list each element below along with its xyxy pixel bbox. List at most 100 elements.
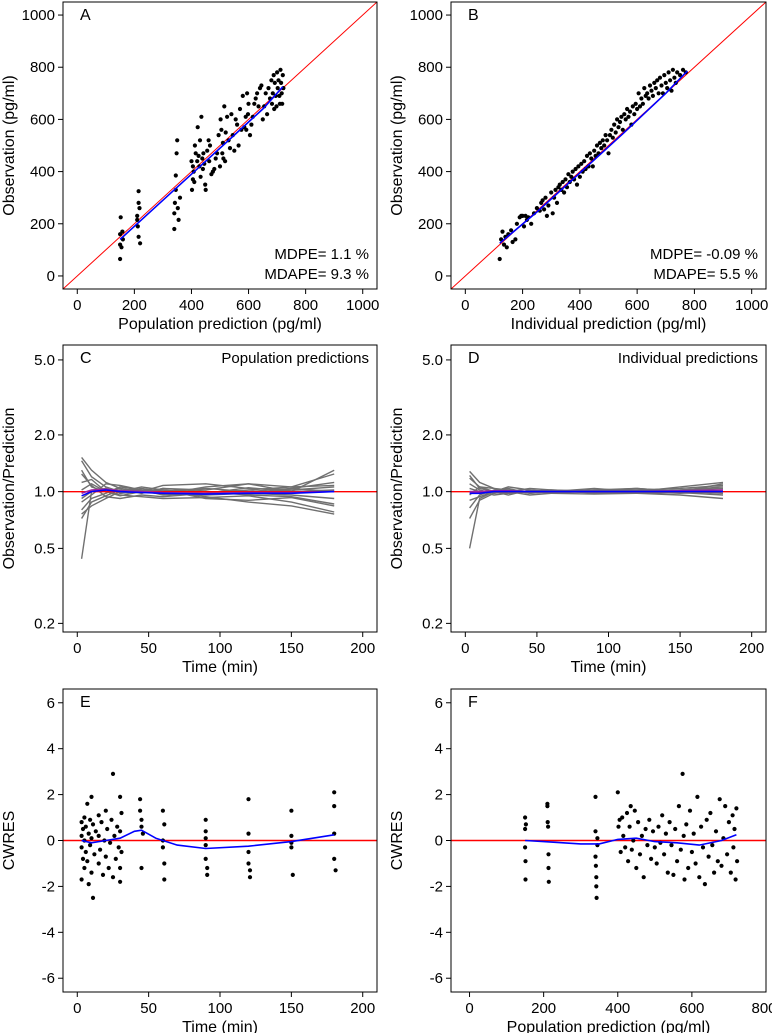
panel-frame — [62, 1, 378, 290]
smooth-line — [499, 70, 688, 244]
data-point — [139, 865, 144, 871]
y-axis-title: Observation/Prediction — [1, 408, 18, 570]
data-point — [626, 114, 631, 119]
data-point — [647, 83, 653, 88]
data-point — [201, 151, 206, 156]
y-tick-label: 0.5 — [34, 540, 55, 557]
data-point — [681, 833, 686, 839]
data-point — [110, 875, 116, 880]
y-tick-label: 200 — [418, 216, 443, 233]
data-point — [669, 843, 674, 848]
x-tick-label: 0 — [461, 640, 469, 657]
data-point — [660, 813, 665, 818]
data-point — [543, 195, 548, 200]
panel-e: 0 50 100 150 200 -6 -4 -2 0 2 4 6 Time (min) CWRES E — [1, 688, 378, 1033]
profile-line-s9 — [469, 486, 724, 496]
data-point — [118, 829, 123, 834]
y-tick-label: -6 — [430, 970, 443, 987]
y-tick-label: 1.0 — [422, 484, 443, 501]
data-point — [500, 229, 505, 234]
x-axis-title: Population prediction (pg/ml) — [507, 1019, 711, 1033]
x-tick-label: 200 — [531, 1000, 556, 1017]
data-point — [593, 863, 599, 868]
panel-frame — [450, 1, 767, 290]
data-point — [600, 138, 605, 143]
data-point — [520, 213, 525, 218]
data-point — [227, 146, 233, 151]
data-point — [253, 96, 258, 101]
data-point — [216, 133, 221, 138]
data-point — [162, 861, 167, 866]
data-point — [584, 153, 590, 158]
data-point — [726, 820, 732, 825]
data-point — [173, 173, 178, 178]
data-point — [195, 125, 200, 130]
data-point — [193, 151, 198, 156]
data-point — [570, 169, 575, 174]
data-point — [615, 117, 620, 122]
data-point — [137, 206, 142, 211]
data-point — [678, 847, 683, 852]
data-point — [270, 91, 275, 96]
y-tick-label: 2.0 — [422, 427, 443, 444]
data-point — [635, 106, 640, 112]
data-point — [675, 70, 680, 75]
data-point — [569, 174, 574, 179]
y-axis-title: Observation (pg/ml) — [1, 75, 18, 216]
data-point — [92, 852, 97, 857]
data-point — [708, 810, 713, 816]
data-point — [497, 256, 502, 262]
data-point — [222, 104, 227, 109]
y-axis-title: Observation (pg/ml) — [389, 75, 406, 216]
data-point — [654, 861, 659, 866]
data-point — [582, 159, 587, 164]
data-point — [118, 865, 123, 871]
x-tick-label: 400 — [605, 1000, 630, 1017]
data-point — [628, 804, 633, 809]
data-point — [594, 884, 599, 889]
smooth-line — [525, 834, 737, 846]
data-point — [523, 845, 528, 850]
y-tick-label: 4 — [435, 741, 443, 758]
data-point — [119, 810, 124, 816]
data-point — [545, 804, 550, 809]
data-point — [649, 856, 654, 862]
x-tick-label: 150 — [279, 1000, 304, 1017]
data-point — [290, 872, 295, 878]
plot-area — [451, 2, 766, 289]
data-point — [546, 865, 551, 871]
panel-d: 0 50 100 150 200 0.2 0.5 1.0 2.0 5.0 Time (min) Obs… — [389, 344, 767, 676]
data-point — [731, 845, 736, 850]
data-point — [637, 852, 643, 857]
data-point — [280, 101, 285, 106]
data-point — [550, 211, 555, 216]
data-point — [590, 164, 595, 169]
data-point — [620, 815, 625, 820]
data-point — [640, 101, 646, 106]
x-tick-label: 100 — [207, 640, 232, 657]
y-tick-label: 0 — [47, 833, 55, 850]
data-point — [200, 156, 205, 161]
metric-annotation: MDAPE= 9.3 % — [264, 266, 369, 283]
y-tick-label: 1000 — [22, 7, 55, 24]
data-point — [103, 808, 108, 813]
data-point — [260, 117, 265, 122]
x-tick-label: 600 — [625, 297, 650, 314]
plot-area — [63, 771, 377, 901]
data-point — [100, 872, 106, 878]
y-tick-label: 0 — [47, 268, 55, 285]
panel-letter: F — [468, 694, 478, 711]
data-point — [190, 164, 195, 169]
data-point — [140, 831, 145, 836]
data-point — [609, 127, 614, 132]
data-point — [594, 895, 599, 901]
data-point — [634, 865, 639, 871]
data-point — [534, 206, 540, 211]
y-tick-label: -2 — [430, 878, 443, 895]
data-point — [118, 215, 123, 220]
x-tick-label: 800 — [293, 297, 318, 314]
y-tick-label: -4 — [42, 924, 55, 941]
data-point — [645, 91, 650, 96]
y-tick-label: 800 — [30, 59, 55, 76]
data-point — [275, 86, 280, 91]
